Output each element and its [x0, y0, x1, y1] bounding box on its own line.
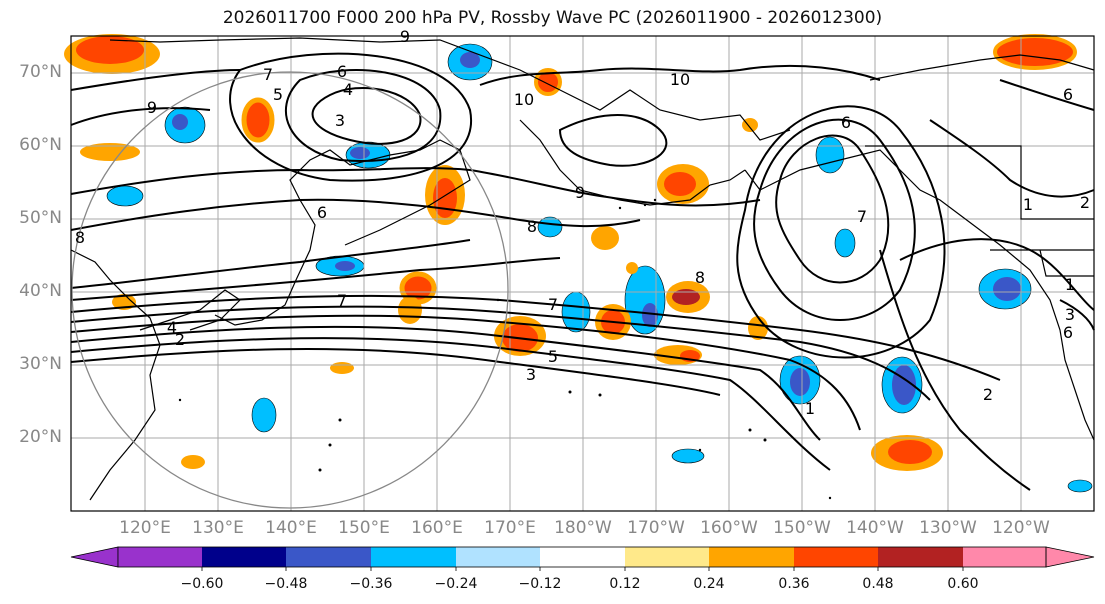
contour-label: 10 [670, 70, 690, 89]
contour-label: 7 [548, 295, 558, 314]
colorbar-tick-label: −0.24 [434, 576, 478, 592]
contour-label: 10 [514, 90, 534, 109]
colorbar-tick-label: −0.60 [180, 576, 224, 592]
lon-tick-label: 160°W [700, 518, 758, 538]
map-title: 2026011700 F000 200 hPa PV, Rossby Wave … [222, 8, 883, 28]
reference-circle [71, 71, 509, 509]
colorbar-tick-label: 0.12 [609, 576, 641, 592]
lon-tick-label: 150°E [338, 518, 390, 538]
lat-tick-label: 50°N [19, 208, 62, 228]
contour-label: 9 [575, 183, 585, 202]
lon-tick-label: 120°E [119, 518, 171, 538]
colorbar-tick-label: −0.48 [264, 576, 308, 592]
lon-tick-label: 130°E [192, 518, 244, 538]
lon-tick-label: 130°W [919, 518, 977, 538]
colorbar-tick-label: −0.12 [518, 576, 562, 592]
contour-label: 2 [983, 385, 993, 404]
anomaly-patches [64, 34, 1093, 493]
colorbar-tick-label: −0.36 [349, 576, 393, 592]
contour-label: 9 [147, 98, 157, 117]
graticule [71, 36, 1094, 511]
lon-tick-label: 140°W [846, 518, 904, 538]
lon-tick-label: 150°W [773, 518, 831, 538]
contour-label: 6 [337, 62, 347, 81]
colorbar-tick-label: 0.48 [862, 576, 894, 592]
contour-label: 6 [1063, 85, 1073, 104]
coastlines [70, 37, 1095, 501]
lon-tick-label: 120°W [992, 518, 1050, 538]
lon-tick-label: 170°E [484, 518, 536, 538]
lat-tick-label: 60°N [19, 135, 62, 155]
contour-label: 1 [1023, 195, 1033, 214]
islands [178, 198, 832, 500]
colorbar-tick-label: 0.36 [778, 576, 810, 592]
lat-tick-label: 20°N [19, 427, 62, 447]
map-border [70, 35, 1095, 512]
contour-label: 3 [1065, 305, 1075, 324]
contour-label: 3 [335, 111, 345, 130]
contour-label: 1 [805, 399, 815, 418]
contour-label: 1 [1065, 275, 1075, 294]
lat-tick-label: 40°N [19, 281, 62, 301]
contour-label: 8 [527, 217, 537, 236]
contour-label: 7 [857, 207, 867, 226]
contour-label: 6 [841, 113, 851, 132]
colorbar [70, 546, 1095, 571]
contour-label: 8 [75, 228, 85, 247]
contour-label: 6 [317, 203, 327, 222]
contour-label: 7 [263, 65, 273, 84]
contour-label: 4 [167, 318, 177, 337]
contour-label: 5 [273, 85, 283, 104]
contour-label: 3 [526, 365, 536, 384]
contour-label: 6 [1063, 323, 1073, 342]
colorbar-tick-label: 0.24 [693, 576, 725, 592]
colorbar-tick-label: 0.60 [947, 576, 979, 592]
lon-tick-label: 140°E [265, 518, 317, 538]
lon-tick-label: 170°W [627, 518, 685, 538]
contour-label: 5 [548, 347, 558, 366]
contour-label: 2 [175, 330, 185, 349]
lat-tick-label: 70°N [19, 62, 62, 82]
contour-label: 4 [343, 80, 353, 99]
lon-tick-label: 180°W [554, 518, 612, 538]
contour-label: 7 [337, 291, 347, 310]
pv-contours [70, 52, 1095, 491]
lon-tick-label: 160°E [411, 518, 463, 538]
contour-label: 8 [695, 268, 705, 287]
lat-tick-label: 30°N [19, 354, 62, 374]
contour-label: 2 [1080, 193, 1090, 212]
